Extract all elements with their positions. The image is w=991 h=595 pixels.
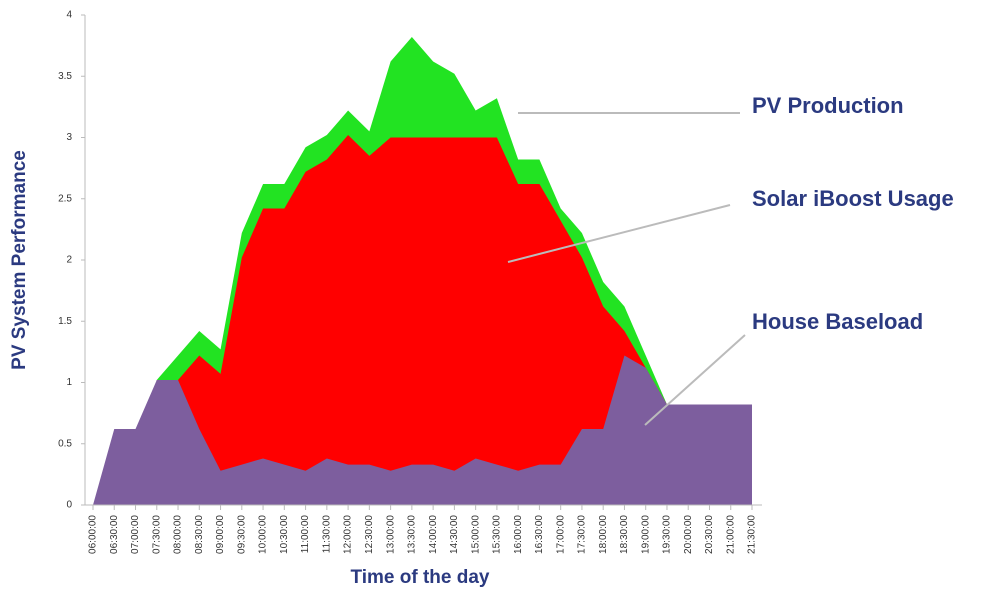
x-tick-label: 17:30:00: [577, 515, 588, 554]
series-label: Solar iBoost Usage: [752, 186, 954, 211]
x-tick-label: 14:00:00: [428, 515, 439, 554]
x-tick-label: 07:00:00: [130, 515, 141, 554]
x-tick-label: 13:30:00: [407, 515, 418, 554]
x-tick-label: 10:30:00: [279, 515, 290, 554]
x-tick-label: 19:00:00: [640, 515, 651, 554]
x-tick-label: 17:00:00: [555, 515, 566, 554]
x-tick-label: 18:00:00: [598, 515, 609, 554]
y-tick-label: 0: [66, 500, 72, 511]
x-tick-label: 15:00:00: [470, 515, 481, 554]
leader-line: [644, 334, 746, 426]
x-tick-label: 09:00:00: [215, 515, 226, 554]
y-axis-title: PV System Performance: [9, 150, 30, 370]
x-tick-label: 15:30:00: [492, 515, 503, 554]
y-tick-label: 2.5: [58, 193, 72, 204]
x-tick-label: 20:30:00: [704, 515, 715, 554]
area: [93, 355, 752, 505]
x-tick-label: 10:00:00: [258, 515, 269, 554]
x-tick-label: 21:30:00: [747, 515, 758, 554]
y-tick-label: 2: [66, 255, 72, 266]
x-tick-label: 14:30:00: [449, 515, 460, 554]
series-label: House Baseload: [752, 309, 923, 334]
x-tick-label: 11:30:00: [321, 515, 332, 554]
x-tick-label: 08:00:00: [173, 515, 184, 554]
x-tick-label: 12:30:00: [364, 515, 375, 554]
x-tick-label: 11:00:00: [300, 515, 311, 554]
x-tick-label: 18:30:00: [619, 515, 630, 554]
area: [156, 135, 667, 506]
x-tick-label: 06:00:00: [88, 515, 99, 554]
x-tick-label: 16:00:00: [513, 515, 524, 554]
x-tick-label: 16:30:00: [534, 515, 545, 554]
x-tick-label: 08:30:00: [194, 515, 205, 554]
x-tick-label: 19:30:00: [662, 515, 673, 554]
x-tick-label: 12:00:00: [343, 515, 354, 554]
x-tick-label: 07:30:00: [151, 515, 162, 554]
x-tick-label: 20:00:00: [683, 515, 694, 554]
y-tick-label: 3.5: [58, 71, 72, 82]
y-tick-label: 1: [66, 377, 72, 388]
x-tick-label: 13:00:00: [385, 515, 396, 554]
leader-line: [507, 204, 731, 263]
x-tick-label: 21:00:00: [725, 515, 736, 554]
x-tick-label: 06:30:00: [109, 515, 120, 554]
y-tick-label: 3: [66, 132, 72, 143]
y-tick-label: 4: [66, 10, 72, 21]
y-tick-label: 1.5: [58, 316, 72, 327]
x-tick-label: 09:30:00: [236, 515, 247, 554]
y-tick-label: 0.5: [58, 438, 72, 449]
series-label: PV Production: [752, 93, 904, 118]
x-axis-title: Time of the day: [350, 567, 489, 588]
